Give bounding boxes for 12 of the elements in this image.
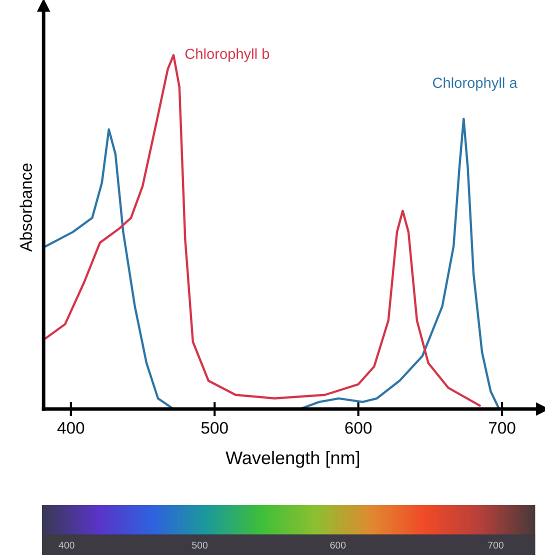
- text: 600: [330, 542, 346, 549]
- series-label: Chlorophyll b: [185, 48, 270, 62]
- y-axis-title: Absorbance: [20, 164, 32, 252]
- x-tick-label: 700: [488, 422, 516, 434]
- x-tick-label: 400: [57, 422, 84, 434]
- x-tick-label: 600: [345, 422, 372, 434]
- text: 500: [192, 542, 208, 549]
- x-tick-label: 500: [201, 422, 228, 434]
- text: Chlorophyll a: [432, 77, 518, 91]
- text: 700: [488, 542, 504, 549]
- text: 400: [58, 542, 74, 549]
- x-axis-title: Wavelength [nm]: [226, 450, 360, 468]
